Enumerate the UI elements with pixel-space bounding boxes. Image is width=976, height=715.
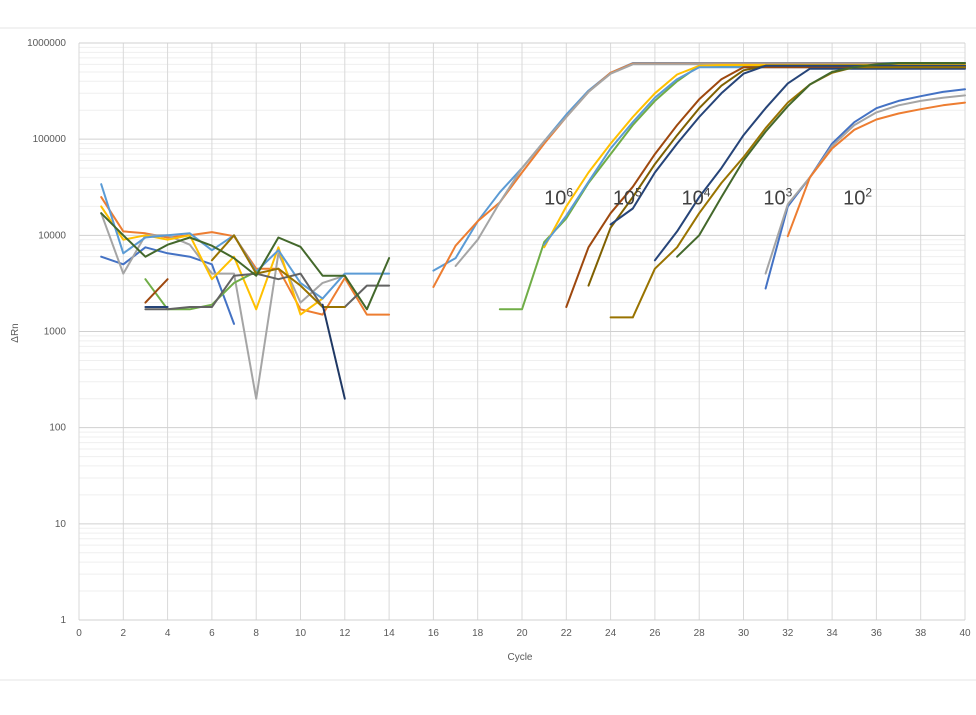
series-line-1	[100, 246, 235, 325]
grid	[78, 42, 966, 621]
series-line-22	[653, 67, 966, 262]
series-line-27	[786, 101, 966, 238]
x-tick-label: 6	[209, 628, 215, 639]
x-tick-label: 16	[428, 628, 440, 639]
concentration-label-4: 103	[763, 185, 792, 209]
y-tick-label: 10	[55, 519, 67, 530]
y-tick-label: 1	[60, 615, 66, 626]
x-tick-label: 0	[76, 628, 82, 639]
concentration-label-1: 106	[544, 185, 573, 209]
x-tick-label: 14	[384, 628, 396, 639]
x-tick-label: 28	[694, 628, 706, 639]
series-line-8	[144, 278, 169, 304]
y-tick-label: 1000000	[27, 38, 66, 49]
x-tick-label: 8	[253, 628, 259, 639]
concentration-label-3: 104	[681, 185, 710, 209]
series-line-26	[764, 94, 966, 275]
concentration-label-5: 102	[843, 185, 872, 209]
series-line-3	[100, 212, 346, 400]
series-line-19	[565, 66, 966, 308]
y-tick-labels: 1 10 100 1000 10000 100000 1000000	[27, 38, 66, 626]
series-line-11	[100, 212, 391, 311]
y-tick-label: 100	[49, 423, 66, 434]
x-tick-label: 32	[782, 628, 794, 639]
x-tick-label: 18	[472, 628, 484, 639]
x-tick-label: 38	[915, 628, 927, 639]
series-line-4	[100, 205, 324, 316]
x-tick-label: 20	[516, 628, 528, 639]
series-line-17	[543, 64, 966, 249]
series-line-15	[454, 63, 966, 267]
x-tick-labels: 0 2 4 6 8 10 12 14 16 18 20 22 24 26 28 30 32 34 36 38 40	[76, 628, 971, 639]
concentration-label-2: 105	[613, 185, 642, 209]
series-line-18	[543, 66, 966, 246]
x-axis-title: Cycle	[507, 652, 532, 663]
x-tick-label: 2	[121, 628, 127, 639]
series-line-21	[609, 64, 966, 226]
x-tick-label: 22	[561, 628, 573, 639]
x-tick-label: 26	[649, 628, 661, 639]
x-tick-label: 40	[959, 628, 971, 639]
y-tick-label: 1000	[44, 327, 67, 338]
x-tick-label: 4	[165, 628, 171, 639]
series-line-24	[676, 62, 966, 258]
series-line-20	[587, 64, 966, 287]
x-tick-label: 34	[827, 628, 839, 639]
x-tick-label: 10	[295, 628, 307, 639]
y-axis-title: ΔRn	[10, 323, 21, 342]
series-line-9	[144, 272, 391, 311]
x-tick-label: 36	[871, 628, 883, 639]
y-tick-label: 10000	[38, 230, 66, 241]
x-tick-label: 12	[339, 628, 351, 639]
y-tick-label: 100000	[33, 134, 67, 145]
x-tick-label: 30	[738, 628, 750, 639]
data-series	[100, 62, 966, 400]
series-line-12	[321, 303, 346, 400]
x-tick-label: 24	[605, 628, 617, 639]
concentration-annotations: 106 105 104 103 102	[544, 185, 872, 209]
